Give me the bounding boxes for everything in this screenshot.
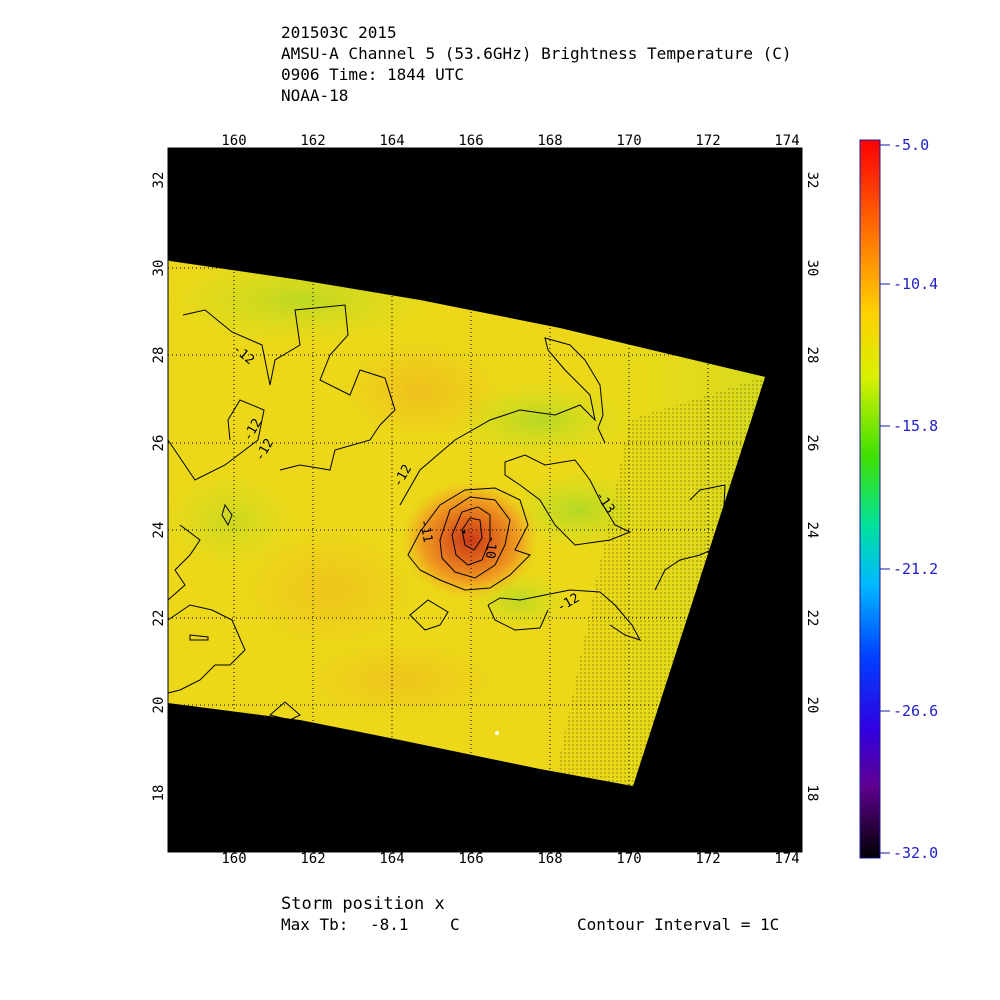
lon-tick-top-162: 162 [300, 133, 325, 149]
lon-tick-top-168: 168 [537, 133, 562, 149]
map-border [167, 147, 803, 853]
lon-tick-top-172: 172 [695, 133, 720, 149]
lat-ticks-left: 18 20 22 24 26 28 30 32 [151, 172, 167, 802]
lat-tick-left-28: 28 [151, 347, 167, 364]
colorbar-label-4: -21.2 [893, 560, 938, 578]
contour-minus-8-5 [461, 517, 483, 551]
contour-small-loop-3 [189, 634, 209, 641]
grid-lines [168, 148, 802, 852]
title-satellite: NOAA-18 [281, 86, 349, 105]
lat-tick-right-24: 24 [804, 522, 820, 539]
lon-tick-bottom-164: 164 [379, 851, 404, 867]
contour-minus-9 [451, 506, 491, 566]
lon-tick-top-166: 166 [458, 133, 483, 149]
lon-tick-top-170: 170 [616, 133, 641, 149]
contour-minus-10 [439, 496, 511, 579]
colorbar-label-min: -32.0 [893, 844, 938, 862]
lon-tick-bottom-160: 160 [221, 851, 246, 867]
lat-tick-right-32: 32 [804, 172, 820, 189]
lat-ticks-right: 18 20 22 24 26 28 30 32 [804, 172, 820, 802]
lat-tick-right-20: 20 [804, 697, 820, 714]
colorbar-ticks [880, 144, 890, 854]
contour-minus-12-west [167, 399, 265, 481]
lat-tick-right-30: 30 [804, 260, 820, 277]
contour-label-6: -10 [482, 535, 499, 560]
contour-small-loop-1 [409, 599, 449, 631]
colorbar [859, 139, 881, 859]
storm-position-marker [462, 530, 466, 534]
title-time: 0906 Time: 1844 UTC [281, 65, 465, 84]
lon-tick-bottom-168: 168 [537, 851, 562, 867]
lat-tick-left-26: 26 [151, 435, 167, 452]
contour-small-loop-4 [268, 701, 301, 721]
lat-tick-right-26: 26 [804, 435, 820, 452]
lon-tick-bottom-162: 162 [300, 851, 325, 867]
lon-ticks-top: 160 162 164 166 168 170 172 174 [221, 133, 799, 149]
title-storm-id: 201503C 2015 [281, 23, 397, 42]
colorbar-label-3: -15.8 [893, 417, 938, 435]
max-tb-value: -8.1 [370, 915, 409, 934]
white-dot-marker [495, 731, 499, 735]
colorbar-labels: -5.0 -10.4 -15.8 -21.2 -26.6 -32.0 [893, 136, 938, 862]
contour-minus-12-south [487, 589, 642, 641]
contour-east-edge [654, 484, 726, 591]
contour-minus-13 [504, 454, 632, 546]
lat-tick-right-28: 28 [804, 347, 820, 364]
lon-ticks-bottom: 160 162 164 166 168 170 172 174 [221, 851, 799, 867]
lat-tick-right-18: 18 [804, 785, 820, 802]
lat-tick-left-18: 18 [151, 785, 167, 802]
lon-tick-top-160: 160 [221, 133, 246, 149]
lon-tick-bottom-170: 170 [616, 851, 641, 867]
lon-tick-top-164: 164 [379, 133, 404, 149]
swath-field [168, 260, 765, 786]
contour-label-5: -11 [416, 518, 435, 544]
contour-interval-label: Contour Interval = 1C [577, 915, 780, 934]
lon-tick-bottom-172: 172 [695, 851, 720, 867]
storm-position-label: Storm position x [281, 894, 445, 914]
max-tb-label: Max Tb: [281, 915, 349, 934]
lat-tick-left-24: 24 [151, 522, 167, 539]
contour-minus-12-ring [399, 337, 606, 506]
colorbar-label-2: -10.4 [893, 275, 938, 293]
contour-minus-12-southwest [167, 524, 246, 694]
max-tb-unit: C [450, 915, 460, 934]
contour-minus-11 [407, 487, 531, 591]
colorbar-label-5: -26.6 [893, 702, 938, 720]
title-product: AMSU-A Channel 5 (53.6GHz) Brightness Te… [281, 44, 792, 63]
lon-tick-bottom-166: 166 [458, 851, 483, 867]
colorbar-label-max: -5.0 [893, 136, 929, 154]
lon-tick-bottom-174: 174 [774, 851, 799, 867]
contour-lines [167, 304, 726, 721]
contour-minus-12-north [182, 304, 396, 471]
lon-tick-top-174: 174 [774, 133, 799, 149]
lat-tick-left-32: 32 [151, 172, 167, 189]
contour-small-loop-2 [221, 503, 233, 527]
lat-tick-left-22: 22 [151, 610, 167, 627]
lat-tick-right-22: 22 [804, 610, 820, 627]
lat-tick-left-20: 20 [151, 697, 167, 714]
lat-tick-left-30: 30 [151, 260, 167, 277]
